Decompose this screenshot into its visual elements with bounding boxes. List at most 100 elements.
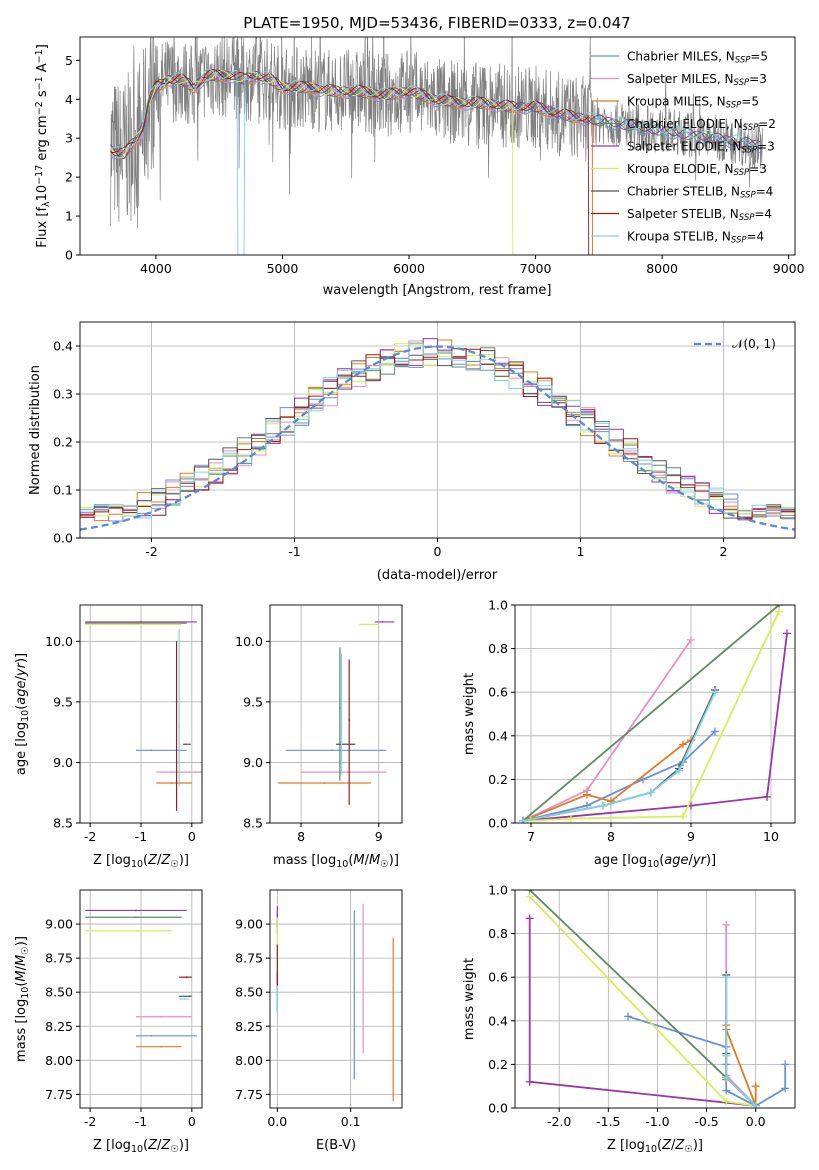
residuals-hist-step	[80, 338, 795, 519]
age-vs-mass-ytick-label: 8.5	[243, 816, 263, 831]
age-vs-mass-point	[331, 749, 334, 752]
age-vs-Z-plot-area	[85, 621, 202, 811]
spectrum-legend-label: Kroupa ELODIE, NSSP=3	[627, 162, 767, 178]
spectrum-xlabel: wavelength [Angstrom, rest frame]	[323, 283, 552, 298]
age-vs-mass-point	[346, 771, 349, 774]
mass-vs-EBV-xlabel: E(B-V)	[316, 1138, 356, 1153]
mass-vs-EBV-ytick-label: 8.75	[235, 951, 263, 966]
mass-vs-Z-axes: -2 -1 0 7.75 8.00 8.25 8.50 8.75 9.00 Z [log10(Z/…	[14, 889, 203, 1155]
age-vs-mass-ytick-label: 9.0	[243, 755, 263, 770]
spectrum-xtick-label: 4000	[140, 261, 172, 276]
age-vs-Z-ytick-label: 9.5	[53, 694, 73, 709]
age-vs-mass-xtick-label: 8	[297, 829, 305, 844]
weight-vs-Z-ytick-label: 1.0	[488, 883, 508, 898]
weight-vs-age-series-line	[522, 633, 788, 822]
weight-vs-age-ytick-label: 0.2	[488, 772, 508, 787]
weight-vs-Z-marker	[722, 1051, 731, 1060]
age-vs-Z-point	[175, 700, 178, 703]
weight-vs-age-marker	[675, 766, 683, 775]
mass-vs-Z-point	[185, 976, 188, 979]
weight-vs-age-xlabel: age [log10(age/yr)]	[594, 853, 716, 870]
weight-vs-age-marker	[647, 788, 655, 797]
spectrum-ytick-label: 3	[65, 131, 73, 146]
weight-vs-age-ytick-label: 1.0	[488, 598, 508, 613]
spectrum-xtick-label: 9000	[773, 261, 805, 276]
age-vs-Z-xtick-label: -2	[84, 829, 96, 844]
weight-vs-Z-marker	[525, 914, 534, 923]
weight-vs-Z-marker	[623, 1012, 632, 1021]
mass-vs-Z-point	[150, 1034, 153, 1037]
spectrum-legend-label: Kroupa MILES, NSSP=5	[627, 95, 759, 111]
age-vs-Z-axes: -2 -1 0 8.5 9.0 9.5 10.0 Z [log10(Z/Z☉)] age [lo…	[14, 604, 203, 870]
age-vs-Z-point	[170, 771, 173, 774]
spectrum-legend-label: Salpeter MILES, NSSP=3	[627, 72, 767, 88]
residuals-ytick-label: 0.4	[53, 339, 73, 354]
spectrum-ytick-label: 0	[65, 248, 73, 263]
weight-vs-age-axes: 7 8 9 10 0.0 0.2 0.4 0.6 0.8 1.0 age [log10(age/yr…	[462, 598, 796, 870]
spectrum-ytick-label: 1	[65, 209, 73, 224]
spectrum-ytick-label: 5	[65, 53, 73, 68]
residuals-ytick-label: 0.0	[53, 531, 73, 546]
weight-vs-Z-marker	[722, 1073, 731, 1082]
spectrum-ytick-label: 4	[65, 92, 73, 107]
age-vs-mass-ytick-label: 10.0	[235, 634, 263, 649]
age-vs-Z-xlabel: Z [log10(Z/Z☉)]	[93, 853, 189, 870]
mass-vs-Z-xlabel: Z [log10(Z/Z☉)]	[93, 1138, 189, 1155]
weight-vs-Z-series-line	[529, 890, 757, 1107]
mass-vs-Z-ytick-label: 8.50	[45, 985, 73, 1000]
residuals-hist-step	[80, 348, 795, 519]
weight-vs-Z-xlabel: Z [log10(Z/Z☉)]	[607, 1138, 703, 1155]
spectrum-model-line	[110, 72, 593, 255]
weight-vs-Z-marker	[781, 1084, 790, 1093]
residuals-xtick-label: 1	[577, 544, 585, 559]
weight-vs-age-marker	[679, 812, 687, 821]
spectrum-xtick-label: 8000	[646, 261, 678, 276]
residuals-xtick-label: 0	[434, 544, 442, 559]
spectrum-ytick-label: 2	[65, 170, 73, 185]
mass-vs-Z-xtick-label: 0	[188, 1114, 196, 1129]
age-vs-mass-xtick-label: 9	[375, 829, 383, 844]
weight-vs-age-series-line	[522, 605, 780, 822]
spectrum-axes: 4000 5000 6000 7000 8000 9000 0 1 2 3 4 5 wavelength…	[34, 36, 805, 298]
age-vs-Z-ylabel: age [log10(age/yr)]	[14, 653, 31, 775]
weight-vs-age-marker	[775, 607, 783, 616]
residuals-xtick-label: -2	[145, 544, 157, 559]
residuals-ytick-label: 0.2	[53, 435, 73, 450]
weight-vs-age-marker	[679, 740, 687, 749]
age-vs-mass-xlabel: mass [log10(M/M☉)]	[273, 853, 399, 870]
weight-vs-age-xtick-label: 7	[527, 829, 535, 844]
mass-vs-Z-ytick-label: 8.75	[45, 951, 73, 966]
spectrum-ylabel: Flux [fλ10−17 erg cm−2 s−1 A−1]	[34, 44, 52, 248]
age-vs-Z-point	[184, 743, 187, 746]
weight-vs-Z-marker	[751, 1082, 760, 1091]
mass-vs-EBV-ytick-label: 8.00	[235, 1053, 263, 1068]
age-vs-Z-xtick-label: -1	[135, 829, 147, 844]
weight-vs-Z-ylabel: mass weight	[462, 958, 477, 1040]
spectrum-legend-label: Chabrier ELODIE, NSSP=2	[627, 117, 776, 133]
mass-vs-Z-plot-area	[85, 909, 197, 1048]
weight-vs-Z-plot-area	[525, 890, 790, 1108]
weight-vs-age-ytick-label: 0.4	[488, 728, 508, 743]
residuals-xtick-label: -1	[288, 544, 300, 559]
weight-vs-Z-series-line	[725, 977, 757, 1107]
spectrum-legend-label: Chabrier STELIB, NSSP=4	[627, 185, 773, 201]
age-vs-Z-xtick-label: 0	[188, 829, 196, 844]
weight-vs-Z-ytick-label: 0.6	[488, 970, 508, 985]
spectrum-xtick-label: 5000	[267, 261, 299, 276]
residuals-plot-area	[80, 338, 795, 531]
spectrum-model-line	[110, 73, 761, 160]
weight-vs-age-marker	[527, 816, 535, 823]
age-vs-Z-point	[150, 749, 153, 752]
mass-vs-Z-ytick-label: 9.00	[45, 917, 73, 932]
age-vs-mass-frame	[269, 604, 403, 824]
weight-vs-age-marker	[763, 792, 771, 801]
weight-vs-age-marker	[783, 629, 791, 638]
mass-vs-Z-ytick-label: 7.75	[45, 1087, 73, 1102]
mass-vs-EBV-frame	[269, 889, 403, 1109]
age-vs-Z-point	[170, 782, 173, 784]
weight-vs-age-ytick-label: 0.8	[488, 641, 508, 656]
mass-vs-Z-xtick-label: -2	[84, 1114, 96, 1129]
mass-vs-Z-ytick-label: 8.00	[45, 1053, 73, 1068]
age-vs-mass-point	[338, 707, 341, 709]
